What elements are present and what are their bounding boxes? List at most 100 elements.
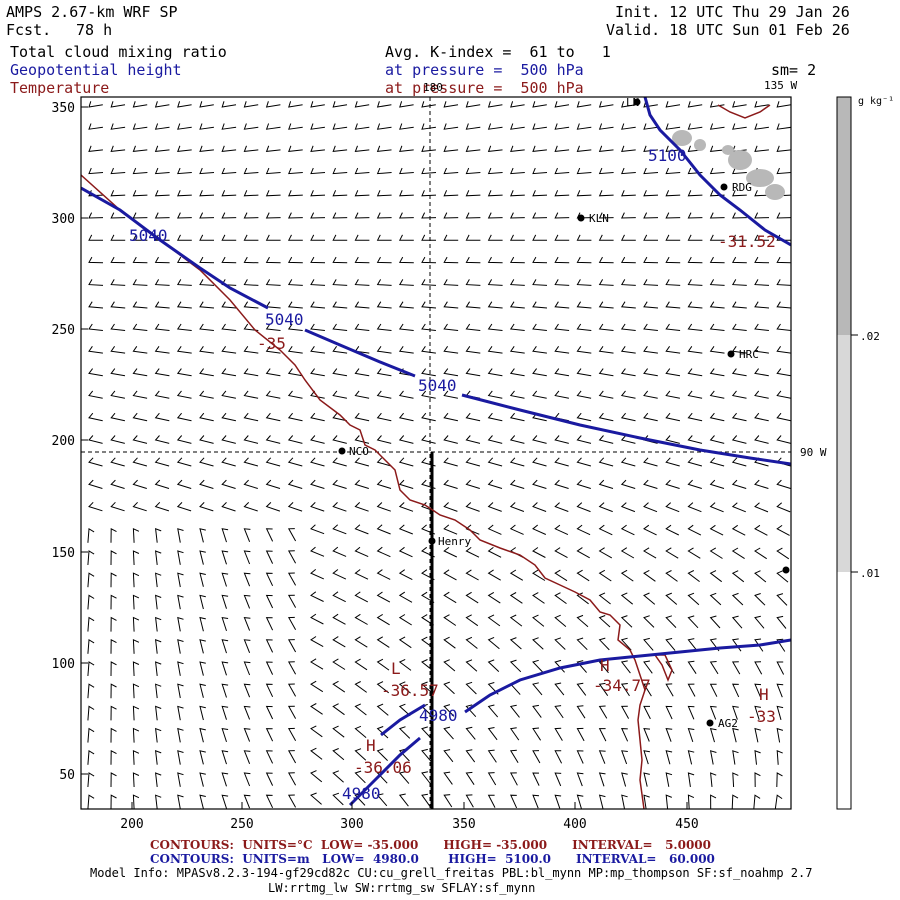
wind-barb bbox=[643, 346, 658, 354]
wind-barb bbox=[576, 705, 586, 719]
wind-barb bbox=[376, 658, 390, 671]
wind-barb bbox=[620, 615, 633, 628]
station-nco: NCO bbox=[338, 445, 369, 458]
wind-barb bbox=[88, 234, 103, 241]
wind-barb bbox=[620, 479, 636, 489]
wind-barb bbox=[554, 502, 569, 512]
x-tick-300: 300 bbox=[340, 817, 363, 832]
wind-barb bbox=[665, 683, 674, 697]
wind-barb bbox=[132, 279, 148, 286]
wind-barb bbox=[398, 346, 414, 354]
wind-barb bbox=[509, 772, 518, 786]
wind-barb bbox=[687, 279, 703, 286]
wind-barb bbox=[776, 705, 784, 721]
wind-barb bbox=[332, 792, 344, 806]
wind-barb bbox=[443, 479, 458, 489]
wind-barb bbox=[443, 704, 455, 717]
wind-barb bbox=[576, 682, 587, 696]
wind-barb bbox=[620, 390, 636, 399]
wind-barb bbox=[376, 145, 392, 152]
wind-barb bbox=[487, 412, 503, 422]
wind-barb bbox=[443, 794, 453, 808]
wind-barb bbox=[421, 390, 436, 399]
y-tick-100: 100 bbox=[52, 657, 75, 672]
wind-barb bbox=[87, 594, 95, 610]
wind-barb bbox=[532, 569, 546, 581]
wind-barb bbox=[731, 256, 747, 264]
wind-barb bbox=[753, 794, 761, 809]
wind-barb bbox=[687, 479, 702, 489]
wind-barb bbox=[221, 661, 229, 676]
wind-barb bbox=[598, 279, 614, 286]
wind-barb bbox=[88, 279, 104, 286]
wind-barb bbox=[265, 639, 274, 653]
wind-barb bbox=[354, 658, 368, 671]
wind-barb bbox=[643, 772, 650, 787]
wind-barb bbox=[354, 301, 370, 309]
high-marker-1: H bbox=[600, 656, 610, 675]
wind-barb bbox=[110, 594, 117, 610]
wind-barb bbox=[110, 772, 117, 788]
wind-barb bbox=[754, 750, 761, 765]
temperature-contours bbox=[81, 104, 771, 809]
wind-barb bbox=[443, 167, 459, 175]
wind-barb bbox=[465, 123, 481, 130]
wind-barb bbox=[310, 234, 325, 241]
wind-barb bbox=[132, 794, 140, 809]
wind-barb bbox=[665, 145, 681, 152]
wind-barb bbox=[221, 616, 229, 632]
wind-barb bbox=[243, 145, 259, 152]
wind-barb bbox=[376, 301, 392, 309]
wind-barb bbox=[598, 637, 610, 651]
high-value-2: -33 bbox=[747, 707, 776, 726]
wind-barb bbox=[110, 550, 117, 566]
wind-barb bbox=[354, 502, 369, 512]
field-temperature-label: Temperature bbox=[10, 79, 110, 97]
wind-barb bbox=[221, 256, 237, 264]
wind-barb bbox=[576, 524, 591, 536]
wind-barb bbox=[332, 725, 345, 738]
wind-barb bbox=[354, 368, 370, 377]
wind-barb bbox=[421, 659, 434, 672]
wind-barb bbox=[554, 323, 570, 331]
wind-barb bbox=[509, 524, 524, 535]
wind-barb bbox=[754, 346, 769, 354]
wind-barb bbox=[620, 212, 636, 219]
wind-barb bbox=[554, 368, 570, 377]
wind-barb bbox=[687, 368, 703, 377]
wind-barb bbox=[621, 794, 628, 809]
wind-barb bbox=[177, 528, 184, 543]
temperature-pressure: at pressure = 500 hPa bbox=[385, 79, 584, 97]
wind-barb bbox=[620, 547, 635, 559]
wind-barb bbox=[176, 412, 192, 422]
wind-barb bbox=[620, 502, 636, 513]
wind-barb bbox=[287, 435, 303, 444]
wind-barb bbox=[199, 390, 214, 399]
wind-barb bbox=[643, 457, 658, 467]
wind-barb bbox=[132, 683, 140, 699]
wind-barb bbox=[554, 301, 570, 309]
wind-barb bbox=[665, 368, 681, 377]
wind-barb bbox=[155, 772, 162, 787]
wind-barb bbox=[509, 592, 523, 604]
wind-barb bbox=[177, 190, 192, 197]
wind-barb bbox=[665, 301, 681, 309]
wind-barb bbox=[176, 279, 192, 286]
wind-barb bbox=[709, 412, 725, 422]
wind-barb bbox=[399, 190, 414, 197]
wind-barb bbox=[110, 457, 125, 467]
wind-barb bbox=[332, 748, 345, 761]
wind-barb bbox=[287, 705, 297, 719]
wind-barb bbox=[332, 703, 345, 716]
wind-barb bbox=[176, 457, 192, 467]
wind-barb bbox=[243, 639, 251, 653]
wind-barb bbox=[221, 594, 229, 609]
wind-barb bbox=[265, 346, 281, 354]
wind-barb bbox=[643, 502, 658, 513]
wind-barb bbox=[310, 636, 324, 648]
wind-barb bbox=[287, 256, 303, 264]
wind-barb bbox=[199, 190, 215, 197]
wind-barb bbox=[199, 705, 206, 721]
wind-barb bbox=[265, 528, 274, 542]
wind-barb bbox=[398, 614, 412, 626]
